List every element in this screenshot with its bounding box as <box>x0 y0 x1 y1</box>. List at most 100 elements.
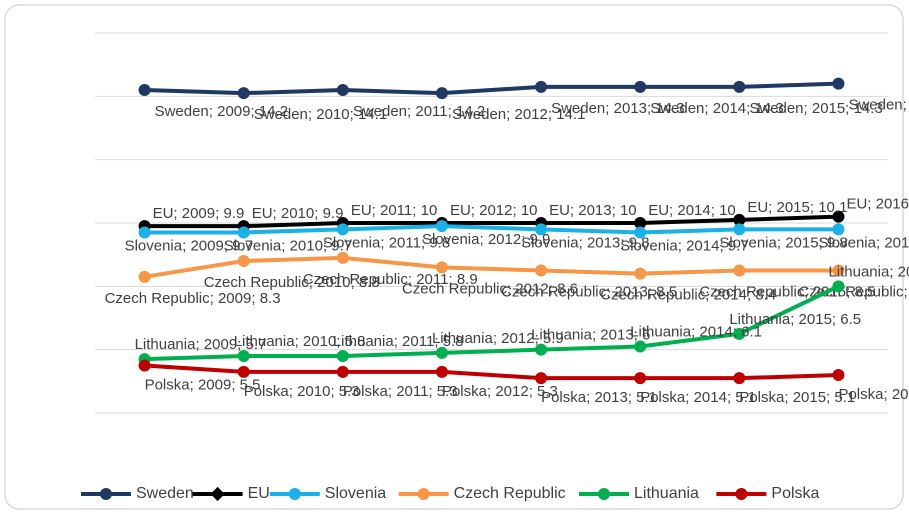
label-part: Lithuania <box>432 330 494 347</box>
data-point <box>238 255 250 267</box>
label-part: ; <box>826 389 834 406</box>
label-part: ; <box>529 383 537 400</box>
label-part: ; <box>804 100 812 117</box>
data-point <box>436 366 448 378</box>
label-part: ; <box>506 106 514 123</box>
label-part: ; <box>471 202 479 219</box>
label-part: ; <box>586 389 594 406</box>
label-part: ; <box>281 237 289 254</box>
label-part: 2010 <box>297 383 330 400</box>
label-part: 2012 <box>515 106 548 123</box>
label-part: Polska <box>442 383 488 400</box>
label-part: Polska <box>541 389 587 406</box>
label-part: 2009 <box>190 237 223 254</box>
label-part: 2016 <box>884 234 909 251</box>
label-part: Czech Republic <box>105 290 211 307</box>
label-part: 2014 <box>713 100 746 117</box>
data-label: Polska; 2011; 5.3 <box>343 383 458 400</box>
label-part: Sweden <box>254 106 308 123</box>
label-part: EU <box>549 202 570 219</box>
label-part: ; <box>295 333 303 350</box>
label-part: Polska <box>145 376 191 393</box>
label-part: ; <box>832 311 840 328</box>
data-point <box>337 84 349 96</box>
label-part: 2010 <box>281 205 314 222</box>
data-point <box>733 265 745 277</box>
label-part: ; <box>579 234 587 251</box>
label-part: Slovenia <box>422 231 480 248</box>
data-point <box>139 360 151 372</box>
label-part: 2014 <box>694 389 727 406</box>
label-part: ; <box>903 97 909 114</box>
label-part: ; <box>570 202 578 219</box>
label-part: Slovenia <box>125 237 183 254</box>
label-part: Lithuania <box>234 333 296 350</box>
label-part: ; <box>678 237 686 254</box>
label-part: 10 <box>521 202 538 219</box>
legend-label: EU <box>248 485 270 502</box>
label-part: Lithuania <box>729 311 791 328</box>
label-part: Lithuania <box>135 336 197 353</box>
label-part: ; <box>685 389 693 406</box>
data-point <box>634 372 646 384</box>
label-part: ; <box>479 231 487 248</box>
label-part: ; <box>784 389 792 406</box>
label-part: ; <box>195 336 203 353</box>
label-part: ; <box>727 389 735 406</box>
label-part: Czech Republic <box>303 271 409 288</box>
label-part: 2009 <box>198 376 231 393</box>
label-part: Slovenia <box>719 234 777 251</box>
label-part: Lithuania <box>531 327 593 344</box>
label-part: 6.5 <box>840 311 861 328</box>
label-part: 2013 <box>587 234 620 251</box>
label-part: ; <box>289 383 297 400</box>
label-part: Lithuania <box>333 333 395 350</box>
label-part: ; <box>209 103 217 120</box>
label-part: ; <box>388 383 396 400</box>
legend-label: Czech Republic <box>454 485 566 502</box>
label-part: Czech Republic <box>600 287 706 304</box>
label-part: ; <box>380 234 388 251</box>
label-part: Czech Republic <box>402 280 508 297</box>
legend-marker <box>735 488 747 500</box>
label-part: 2011 <box>396 383 428 400</box>
label-part: Sweden <box>749 100 803 117</box>
label-part: 10 <box>421 202 438 219</box>
label-part: 2014 <box>699 323 732 340</box>
label-part: Czech Republic <box>501 283 607 300</box>
label-part: ; <box>711 202 719 219</box>
label-part: ; <box>592 327 600 344</box>
label-part: 9.9 <box>323 205 344 222</box>
label-part: 2016 <box>892 386 909 403</box>
legend-marker <box>418 488 430 500</box>
label-part: 9.9 <box>223 205 244 222</box>
label-part: 2015 <box>785 234 818 251</box>
data-point <box>436 87 448 99</box>
label-part: EU <box>747 199 768 216</box>
data-point <box>832 280 844 292</box>
data-point <box>832 369 844 381</box>
label-part: 2015 <box>812 100 845 117</box>
label-part: ; <box>889 263 897 280</box>
label-part: 2009 <box>218 290 251 307</box>
label-part: Polska <box>838 386 884 403</box>
label-part: Slovenia <box>818 234 876 251</box>
data-point <box>733 372 745 384</box>
label-part: Sweden <box>551 100 605 117</box>
label-part: 2011 <box>415 103 447 120</box>
data-point <box>634 81 646 93</box>
label-part: EU <box>153 205 174 222</box>
data-point <box>337 366 349 378</box>
label-part: ; <box>215 205 223 222</box>
label-part: 2014 <box>677 202 710 219</box>
label-part: EU <box>846 196 867 213</box>
label-part: 2013 <box>578 202 611 219</box>
label-part: ; <box>190 376 198 393</box>
data-point <box>238 87 250 99</box>
label-part: EU <box>252 205 273 222</box>
label-part: Sweden <box>452 106 506 123</box>
label-part: Czech Republic <box>699 283 805 300</box>
data-point <box>832 78 844 90</box>
label-part: 2009 <box>182 205 215 222</box>
